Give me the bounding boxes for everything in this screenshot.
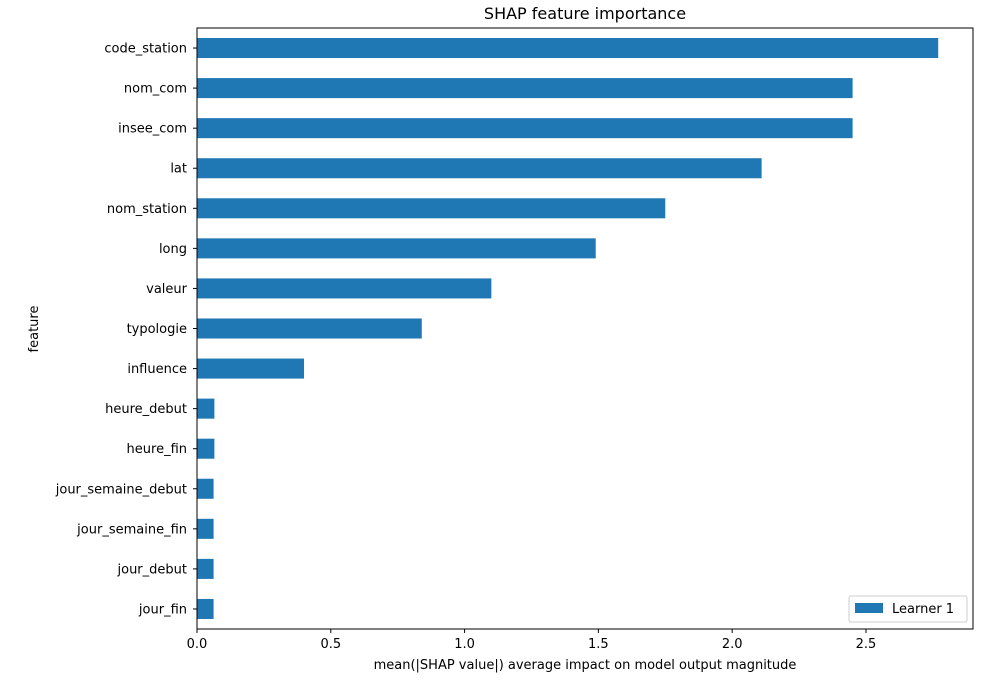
bar-heure_debut — [197, 398, 215, 419]
x-tick-label: 2.5 — [856, 637, 877, 652]
chart-title: SHAP feature importance — [484, 4, 686, 23]
legend-box — [848, 595, 968, 623]
y-tick-label: nom_com — [124, 82, 187, 97]
y-tick-label: jour_debut — [117, 562, 188, 577]
x-tick-label: 0.5 — [320, 637, 341, 652]
bar-insee_com — [197, 118, 853, 139]
x-tick-label: 2.0 — [722, 637, 743, 652]
bar-lat — [197, 158, 762, 179]
y-tick-label: typologie — [127, 322, 187, 337]
legend-swatch — [855, 603, 883, 613]
bar-jour_semaine_debut — [197, 478, 214, 499]
y-tick-label: lat — [170, 162, 187, 177]
y-tick-label: jour_fin — [138, 602, 187, 617]
bar-nom_station — [197, 198, 666, 219]
y-tick-label: jour_semaine_debut — [55, 482, 187, 497]
bar-valeur — [197, 278, 492, 299]
bar-jour_debut — [197, 558, 214, 579]
bar-jour_fin — [197, 598, 214, 619]
y-axis-label: feature — [27, 306, 42, 353]
bar-code_station — [197, 38, 939, 59]
x-tick-label: 0.0 — [187, 637, 208, 652]
x-axis-ticks: 0.0 0.5 1.0 1.5 2.0 2.5 — [187, 629, 877, 652]
bar-heure_fin — [197, 438, 215, 459]
bar-typologie — [197, 318, 422, 339]
x-tick-label: 1.0 — [454, 637, 475, 652]
bars-group — [197, 38, 939, 619]
y-tick-label: code_station — [104, 42, 187, 57]
y-tick-label: valeur — [146, 282, 188, 297]
plot-frame — [196, 27, 974, 630]
y-tick-label: heure_fin — [127, 442, 187, 457]
y-tick-label: heure_debut — [105, 402, 187, 417]
legend: Learner 1 — [848, 595, 968, 623]
y-tick-label: long — [159, 242, 187, 257]
legend-label: Learner 1 — [892, 602, 954, 617]
y-tick-label: jour_semaine_fin — [76, 522, 187, 537]
y-tick-label: nom_station — [107, 202, 187, 217]
bar-long — [197, 238, 596, 259]
bar-influence — [197, 358, 305, 379]
y-tick-label: insee_com — [118, 122, 187, 137]
y-tick-label: influence — [127, 362, 187, 377]
x-axis-label: mean(|SHAP value|) average impact on mod… — [374, 658, 797, 673]
x-tick-label: 1.5 — [588, 637, 609, 652]
bar-jour_semaine_fin — [197, 518, 214, 539]
bar-nom_com — [197, 78, 853, 99]
